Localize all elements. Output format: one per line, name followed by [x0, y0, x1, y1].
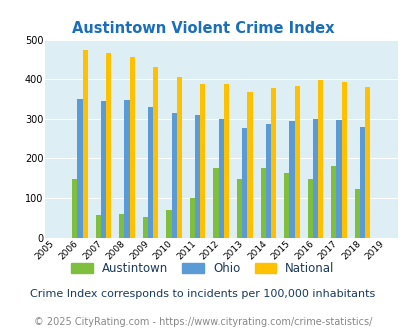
Bar: [223, 84, 228, 238]
Legend: Austintown, Ohio, National: Austintown, Ohio, National: [68, 258, 337, 279]
Bar: [284, 173, 289, 238]
Bar: [247, 92, 252, 238]
Bar: [289, 121, 294, 238]
Bar: [237, 179, 242, 238]
Bar: [124, 100, 129, 238]
Bar: [148, 107, 153, 238]
Bar: [195, 115, 200, 238]
Bar: [106, 53, 111, 238]
Bar: [330, 166, 336, 238]
Bar: [101, 101, 106, 238]
Bar: [312, 119, 317, 238]
Bar: [143, 217, 148, 238]
Bar: [294, 85, 299, 238]
Bar: [96, 215, 101, 238]
Text: © 2025 CityRating.com - https://www.cityrating.com/crime-statistics/: © 2025 CityRating.com - https://www.city…: [34, 317, 371, 327]
Bar: [82, 50, 87, 238]
Text: Crime Index corresponds to incidents per 100,000 inhabitants: Crime Index corresponds to incidents per…: [30, 289, 375, 299]
Bar: [307, 179, 312, 238]
Bar: [153, 67, 158, 238]
Bar: [242, 127, 247, 238]
Bar: [213, 168, 218, 238]
Bar: [77, 99, 82, 238]
Bar: [359, 127, 364, 238]
Bar: [119, 214, 124, 238]
Text: Austintown Violent Crime Index: Austintown Violent Crime Index: [72, 20, 333, 36]
Bar: [129, 57, 134, 238]
Bar: [218, 119, 223, 238]
Bar: [317, 81, 322, 238]
Bar: [336, 120, 341, 238]
Bar: [354, 189, 359, 238]
Bar: [171, 113, 176, 238]
Bar: [200, 84, 205, 238]
Bar: [166, 210, 171, 238]
Bar: [341, 82, 346, 238]
Bar: [72, 179, 77, 238]
Bar: [270, 87, 275, 238]
Bar: [190, 198, 195, 238]
Bar: [260, 168, 265, 238]
Bar: [265, 123, 270, 238]
Bar: [176, 77, 181, 238]
Bar: [364, 87, 369, 238]
